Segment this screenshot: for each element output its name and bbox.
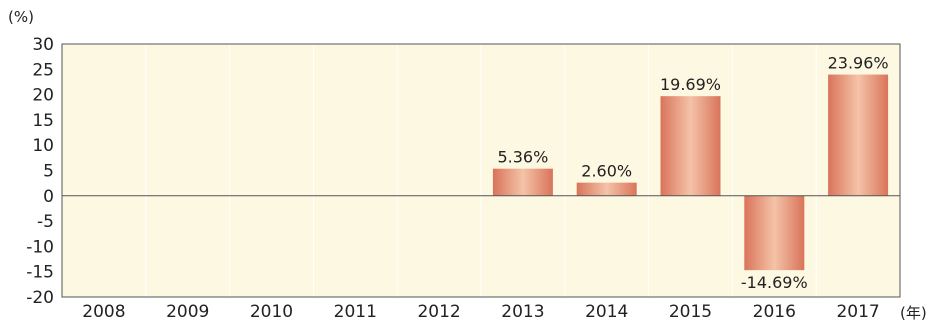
category-separators bbox=[145, 44, 817, 297]
y-tick-label: 5 bbox=[43, 162, 54, 182]
y-axis-ticks: 30 25 20 15 10 5 0 -5 -10 -15 -20 bbox=[26, 35, 54, 308]
x-tick-label: 2016 bbox=[753, 302, 796, 322]
x-tick-label: 2015 bbox=[669, 302, 712, 322]
data-label-2014: 2.60% bbox=[581, 162, 632, 181]
data-labels: 5.36% 2.60% 19.69% -14.69% 23.96% bbox=[497, 54, 888, 293]
x-tick-label: 2008 bbox=[82, 302, 125, 322]
y-tick-label: -10 bbox=[26, 237, 54, 257]
x-tick-label: 2009 bbox=[166, 302, 209, 322]
y-tick-label: 10 bbox=[32, 136, 54, 156]
y-tick-label: -20 bbox=[26, 288, 54, 308]
x-tick-label: 2010 bbox=[250, 302, 293, 322]
bar-2016 bbox=[744, 195, 805, 271]
x-axis-unit: (年) bbox=[900, 304, 927, 322]
plot-border bbox=[61, 43, 901, 298]
y-tick-label: -15 bbox=[26, 263, 54, 283]
x-tick-label: 2011 bbox=[334, 302, 377, 322]
y-tick-label: 30 bbox=[32, 35, 54, 55]
bar-2013 bbox=[492, 168, 553, 196]
y-axis-unit: (%) bbox=[8, 8, 34, 26]
y-tick-label: -5 bbox=[37, 212, 54, 232]
data-label-2015: 19.69% bbox=[660, 75, 721, 94]
x-tick-label: 2012 bbox=[417, 302, 460, 322]
x-axis-ticks: 2008 2009 2010 2011 2012 2013 2014 2015 2016 2017 bbox=[82, 302, 879, 322]
x-tick-label: 2017 bbox=[836, 302, 879, 322]
data-label-2017: 23.96% bbox=[828, 54, 889, 73]
y-tick-label: 20 bbox=[32, 86, 54, 106]
x-tick-label: 2014 bbox=[585, 302, 628, 322]
data-label-2013: 5.36% bbox=[497, 148, 548, 167]
y-tick-label: 0 bbox=[43, 187, 54, 207]
bar-2015 bbox=[660, 96, 721, 196]
data-label-2016: -14.69% bbox=[741, 273, 808, 292]
bar-2014 bbox=[576, 182, 637, 196]
x-tick-label: 2013 bbox=[501, 302, 544, 322]
y-tick-label: 15 bbox=[32, 111, 54, 131]
bars bbox=[492, 74, 889, 271]
bar-2017 bbox=[828, 74, 889, 196]
y-tick-label: 25 bbox=[32, 60, 54, 80]
